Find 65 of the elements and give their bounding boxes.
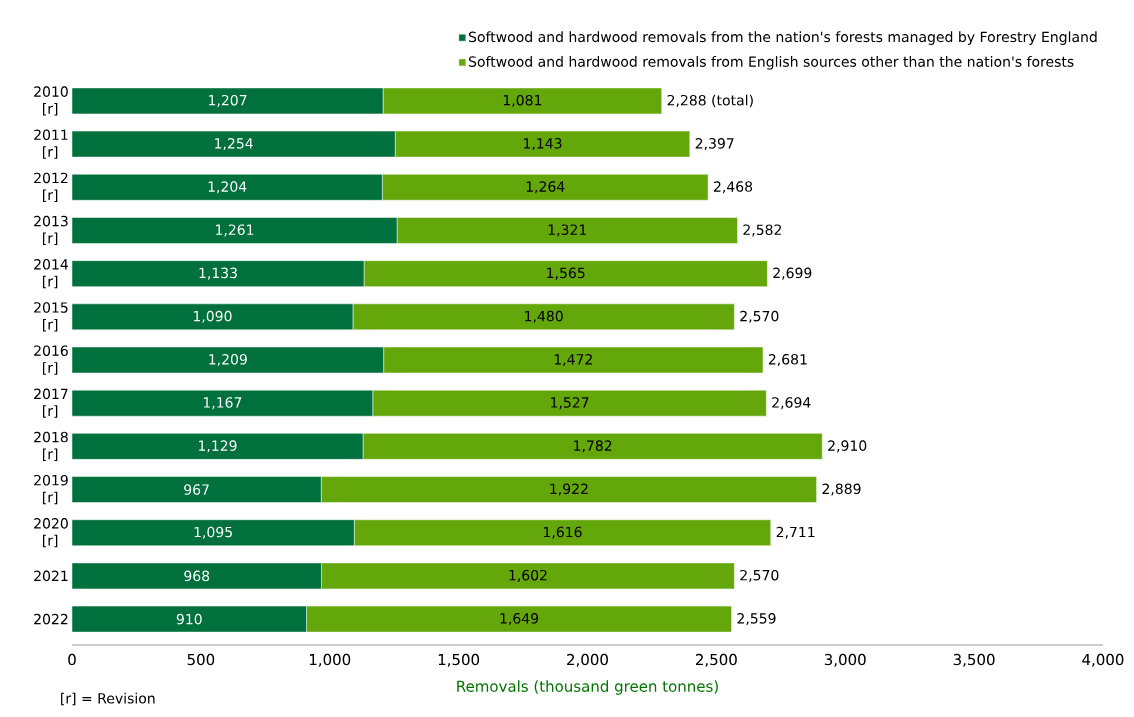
total-label: 2,699	[773, 267, 812, 280]
data-label: 1,480	[525, 310, 563, 323]
y-tick-label: 2011 [r]	[34, 129, 68, 159]
data-label: 1,129	[198, 440, 237, 453]
total-label: 2,397	[695, 138, 734, 151]
x-tick-label: 1,000	[309, 653, 351, 667]
x-tick-label: 2,000	[567, 653, 608, 667]
total-label: 2,910	[828, 440, 867, 453]
y-tick-label: 2016 [r]	[34, 345, 68, 375]
text: [r] = Revision	[61, 692, 155, 706]
data-label: 1,090	[193, 310, 232, 323]
x-axis-title: Removals (thousand green tonnes)	[457, 680, 718, 695]
total-label: 2,711	[776, 526, 815, 539]
total-label: 2,559	[737, 613, 776, 626]
total-label: 2,694	[772, 397, 811, 410]
x-tick-label: 4,000	[1082, 653, 1124, 667]
y-tick-label: 2010 [r]	[34, 86, 68, 116]
data-label: 967	[184, 484, 209, 495]
x-tick-label: 500	[187, 653, 215, 666]
total-label: 2,681	[768, 353, 807, 367]
x-tick-label: 0	[68, 653, 76, 666]
data-label: 1,207	[209, 94, 247, 107]
data-label: 1,782	[574, 440, 612, 453]
total-label: 2,582	[743, 224, 782, 237]
x-tick-label: 3,000	[824, 653, 866, 667]
data-label: 1,167	[203, 397, 242, 410]
data-label: 1,204	[208, 181, 247, 194]
data-label: 1,616	[543, 526, 582, 539]
data-label: 1,133	[199, 267, 237, 280]
y-tick-label: 2014 [r]	[34, 259, 68, 289]
total-label: 2,889	[822, 483, 861, 496]
data-label: 968	[184, 570, 210, 582]
x-tick-label: 3,500	[953, 653, 995, 667]
data-label: 1,209	[209, 353, 247, 367]
y-tick-label: 2019 [r]	[34, 474, 68, 505]
y-tick-label: 2018 [r]	[34, 431, 68, 461]
data-label: 1,081	[503, 94, 542, 107]
data-label: 1,922	[550, 483, 588, 496]
y-tick-label: 2013 [r]	[34, 215, 68, 246]
data-label: 910	[176, 613, 202, 625]
data-label: 1,321	[548, 224, 586, 237]
total-label: 2,288 (total)	[667, 94, 753, 108]
y-tick-label: 2017 [r]	[34, 388, 68, 418]
data-label: 1,143	[524, 138, 562, 151]
data-label: 1,527	[551, 397, 589, 410]
legend-label: Softwood and hardwood removals from the nation's forests managed by Forestry England	[469, 31, 1097, 45]
x-tick-label: 1,500	[438, 653, 480, 667]
total-label: 2,468	[713, 181, 753, 194]
data-label: 1,472	[554, 353, 592, 367]
total-label: 2,570	[740, 310, 779, 323]
data-label: 1,095	[194, 526, 232, 539]
x-tick-label: 2,500	[695, 653, 737, 667]
legend-label: Softwood and hardwood removals from English sources other than the nation's forests	[469, 56, 1074, 70]
y-tick-label: 2015 [r]	[34, 302, 68, 332]
data-label: 1,261	[216, 224, 254, 237]
data-label: 1,565	[547, 267, 585, 280]
y-tick-label: 2022	[34, 613, 68, 625]
total-label: 2,570	[740, 569, 779, 582]
y-tick-label: 2012 [r]	[34, 172, 68, 202]
data-label: 1,602	[509, 569, 547, 582]
data-label: 1,649	[500, 613, 539, 626]
data-label: 1,264	[526, 181, 565, 194]
data-label: 1,254	[215, 138, 253, 151]
y-tick-label: 2020 [r]	[34, 518, 68, 548]
y-tick-label: 2021	[34, 570, 68, 582]
